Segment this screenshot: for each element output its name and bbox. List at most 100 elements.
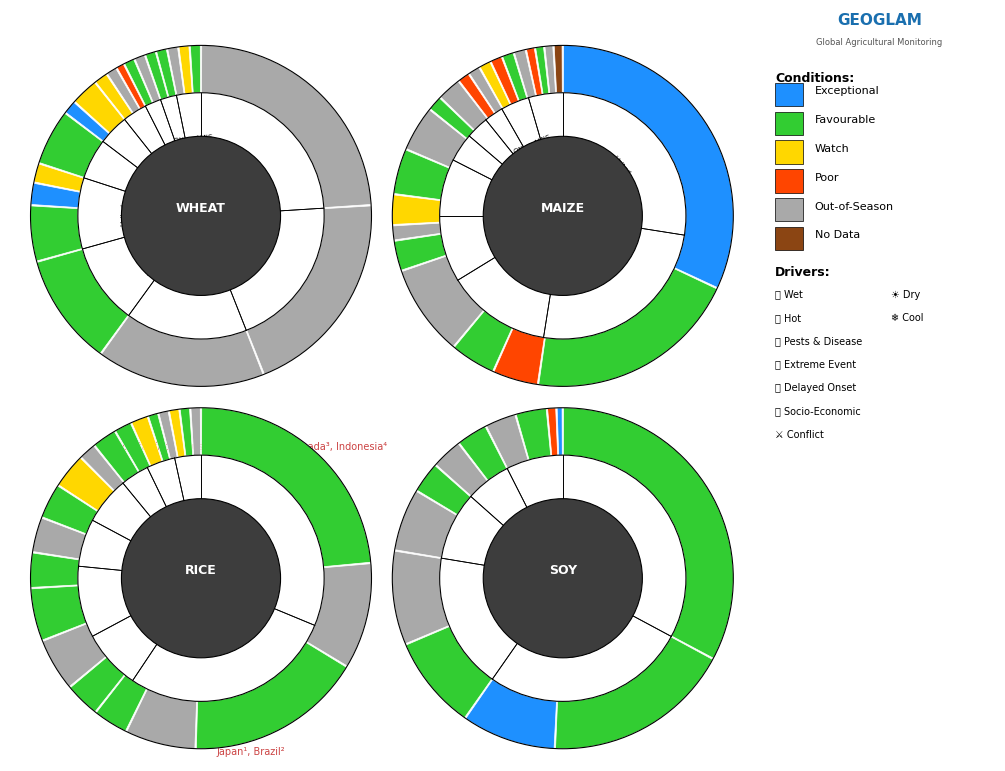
Wedge shape bbox=[402, 256, 483, 346]
Text: Philippines: Philippines bbox=[144, 503, 179, 529]
Text: Other AMIS
Countries: Other AMIS Countries bbox=[514, 134, 555, 161]
Wedge shape bbox=[125, 59, 153, 106]
Wedge shape bbox=[191, 408, 200, 456]
Text: ¹²: ¹² bbox=[190, 501, 196, 508]
Wedge shape bbox=[459, 74, 494, 118]
Text: Brazil: Brazil bbox=[619, 530, 634, 550]
Text: Drivers:: Drivers: bbox=[776, 266, 831, 279]
Text: United
States: United States bbox=[607, 155, 631, 181]
Bar bbox=[776, 140, 803, 163]
Text: Japan¹, Brazil²: Japan¹, Brazil² bbox=[217, 747, 285, 756]
Text: Türkiye: Türkiye bbox=[160, 140, 185, 156]
Wedge shape bbox=[392, 551, 449, 644]
Wedge shape bbox=[127, 689, 197, 749]
Wedge shape bbox=[168, 47, 184, 95]
Text: Out-of-Season: Out-of-Season bbox=[815, 201, 893, 211]
Text: Argentina: Argentina bbox=[164, 137, 199, 152]
Wedge shape bbox=[202, 45, 371, 207]
Text: Poor: Poor bbox=[815, 173, 839, 183]
Text: Other AMIS: Other AMIS bbox=[526, 499, 566, 513]
Wedge shape bbox=[94, 432, 139, 482]
Wedge shape bbox=[149, 413, 170, 461]
Wedge shape bbox=[548, 408, 558, 456]
Text: Thailand: Thailand bbox=[132, 518, 156, 545]
Wedge shape bbox=[454, 311, 513, 372]
Text: GEOGLAM: GEOGLAM bbox=[837, 13, 922, 28]
Wedge shape bbox=[116, 423, 150, 472]
Text: RICE: RICE bbox=[185, 564, 217, 577]
Circle shape bbox=[122, 136, 280, 295]
Wedge shape bbox=[132, 416, 162, 466]
Text: Other AMIS
Countries: Other AMIS Countries bbox=[174, 134, 214, 151]
Wedge shape bbox=[392, 195, 440, 224]
Text: 👤 Socio-Economic: 👤 Socio-Economic bbox=[776, 406, 861, 416]
Wedge shape bbox=[564, 45, 734, 288]
Circle shape bbox=[439, 455, 686, 702]
Circle shape bbox=[439, 93, 686, 339]
Wedge shape bbox=[564, 408, 734, 658]
Wedge shape bbox=[30, 553, 79, 588]
Wedge shape bbox=[480, 62, 511, 108]
Wedge shape bbox=[31, 183, 80, 207]
Wedge shape bbox=[493, 328, 545, 385]
Text: Ukraine: Ukraine bbox=[499, 151, 524, 174]
Circle shape bbox=[483, 499, 642, 658]
Wedge shape bbox=[406, 627, 491, 718]
Text: ☀ Dry: ☀ Dry bbox=[891, 290, 921, 300]
Text: Watch: Watch bbox=[815, 144, 849, 154]
Wedge shape bbox=[393, 223, 441, 240]
Text: EU-27: EU-27 bbox=[255, 245, 271, 266]
Text: Australia: Australia bbox=[136, 151, 161, 177]
Circle shape bbox=[77, 455, 325, 702]
Wedge shape bbox=[202, 408, 371, 567]
Circle shape bbox=[122, 499, 280, 658]
Wedge shape bbox=[554, 45, 562, 93]
Wedge shape bbox=[502, 53, 527, 101]
Bar bbox=[776, 227, 803, 251]
Wedge shape bbox=[417, 466, 470, 514]
Wedge shape bbox=[37, 250, 129, 353]
Text: 🌿 Pests & Disease: 🌿 Pests & Disease bbox=[776, 336, 862, 346]
Text: 🌡 Hot: 🌡 Hot bbox=[776, 313, 801, 323]
Wedge shape bbox=[159, 411, 177, 459]
Wedge shape bbox=[394, 150, 449, 200]
Wedge shape bbox=[527, 48, 542, 96]
Wedge shape bbox=[32, 518, 85, 559]
Wedge shape bbox=[440, 82, 487, 130]
Text: Conditions:: Conditions: bbox=[776, 72, 854, 85]
Wedge shape bbox=[395, 491, 457, 557]
Text: 🌀 Extreme Event: 🌀 Extreme Event bbox=[776, 359, 856, 369]
Wedge shape bbox=[491, 57, 519, 104]
Wedge shape bbox=[170, 409, 185, 457]
Text: China: China bbox=[596, 268, 616, 284]
Wedge shape bbox=[108, 69, 140, 113]
Text: Brazil: Brazil bbox=[512, 269, 532, 285]
Text: Favourable: Favourable bbox=[815, 115, 876, 125]
Wedge shape bbox=[465, 679, 557, 749]
Text: South Africa¹, Russian Federation², Canada³, Indonesia⁴: South Africa¹, Russian Federation², Cana… bbox=[116, 443, 387, 452]
Text: ❄ Cool: ❄ Cool bbox=[891, 313, 924, 323]
Text: Viet Nam: Viet Nam bbox=[123, 540, 138, 573]
Bar bbox=[776, 112, 803, 135]
Text: Ukraine: Ukraine bbox=[148, 144, 174, 163]
Wedge shape bbox=[58, 458, 114, 510]
Wedge shape bbox=[42, 486, 97, 534]
Wedge shape bbox=[65, 103, 110, 141]
Wedge shape bbox=[515, 49, 536, 98]
Wedge shape bbox=[117, 64, 145, 109]
Wedge shape bbox=[190, 45, 200, 93]
Wedge shape bbox=[486, 415, 528, 468]
Wedge shape bbox=[135, 55, 160, 103]
Text: ⏰ Delayed Onset: ⏰ Delayed Onset bbox=[776, 383, 856, 393]
Bar bbox=[776, 198, 803, 221]
Wedge shape bbox=[406, 109, 466, 167]
Text: Other AMIS: Other AMIS bbox=[158, 499, 196, 517]
Wedge shape bbox=[307, 564, 372, 666]
Text: Argentina: Argentina bbox=[485, 590, 505, 624]
Text: MAIZE: MAIZE bbox=[541, 202, 585, 215]
Text: Argentina: Argentina bbox=[484, 181, 497, 216]
Wedge shape bbox=[42, 624, 106, 686]
Wedge shape bbox=[394, 234, 446, 270]
Wedge shape bbox=[31, 586, 86, 640]
Wedge shape bbox=[70, 658, 125, 712]
